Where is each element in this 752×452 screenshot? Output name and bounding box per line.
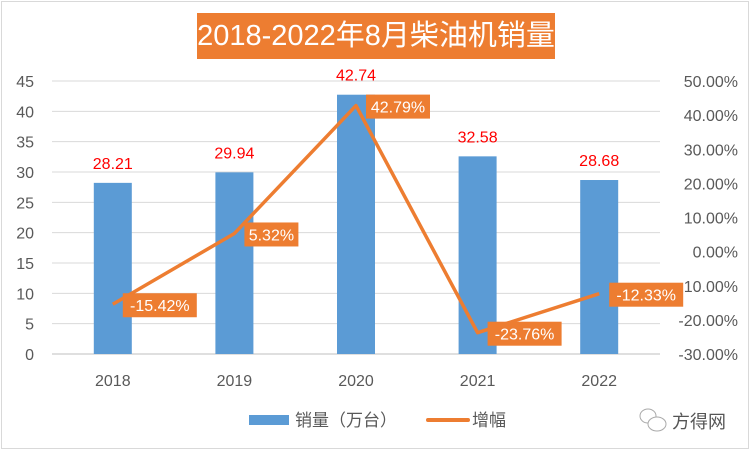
left-tick-label: 25 — [16, 195, 34, 212]
right-tick-label: 50.00% — [684, 74, 738, 91]
line-data-label: -15.42% — [130, 298, 190, 315]
right-tick-label: 20.00% — [684, 176, 738, 193]
line-data-label: -12.33% — [616, 288, 676, 305]
watermark-text: 方得网 — [672, 412, 726, 432]
x-tick-label: 2019 — [217, 373, 253, 390]
legend-bar-label: 销量（万台） — [295, 411, 397, 430]
right-tick-label: -10.00% — [678, 279, 738, 296]
bar — [215, 172, 254, 354]
chart-title: 2018-2022年8月柴油机销量 — [197, 13, 555, 59]
left-tick-label: 20 — [16, 226, 34, 243]
left-tick-label: 5 — [25, 317, 34, 334]
right-tick-label: 30.00% — [684, 142, 738, 159]
right-tick-label: -30.00% — [678, 347, 738, 364]
bar-data-label: 28.21 — [93, 156, 133, 173]
left-tick-label: 0 — [25, 347, 34, 364]
x-tick-label: 2021 — [460, 373, 496, 390]
left-tick-label: 30 — [16, 165, 34, 182]
left-tick-label: 10 — [16, 286, 34, 303]
bar — [337, 94, 375, 354]
left-tick-label: 35 — [16, 135, 34, 152]
bar-data-label: 42.74 — [336, 68, 376, 85]
legend-line-label: 增幅 — [472, 411, 506, 430]
left-tick-label: 45 — [16, 74, 34, 91]
bar-data-label: 32.58 — [458, 129, 498, 146]
line-label-box — [122, 293, 197, 318]
x-tick-label: 2022 — [581, 373, 617, 390]
bar — [93, 182, 132, 354]
bar-data-label: 29.94 — [214, 145, 254, 162]
line-data-label: 42.79% — [371, 100, 425, 117]
right-tick-label: 40.00% — [684, 108, 738, 125]
bar — [580, 180, 619, 354]
left-tick-label: 15 — [16, 256, 34, 273]
right-tick-label: -20.00% — [678, 313, 738, 330]
right-tick-label: 0.00% — [693, 245, 738, 262]
x-tick-label: 2020 — [338, 373, 374, 390]
line-label-box — [366, 94, 430, 119]
right-tick-label: 10.00% — [684, 211, 738, 228]
bar — [458, 156, 497, 354]
line-data-label: 5.32% — [249, 227, 294, 244]
line-data-label: -23.76% — [495, 327, 555, 344]
line-label-box — [609, 282, 684, 307]
bar-data-label: 28.68 — [579, 153, 619, 170]
line-series — [111, 103, 600, 335]
x-tick-label: 2018 — [95, 373, 131, 390]
legend-bar-swatch — [249, 415, 289, 425]
line-label-box — [244, 222, 299, 247]
left-tick-label: 40 — [16, 104, 34, 121]
wechat-icon — [647, 416, 667, 432]
line-label-box — [487, 321, 562, 346]
